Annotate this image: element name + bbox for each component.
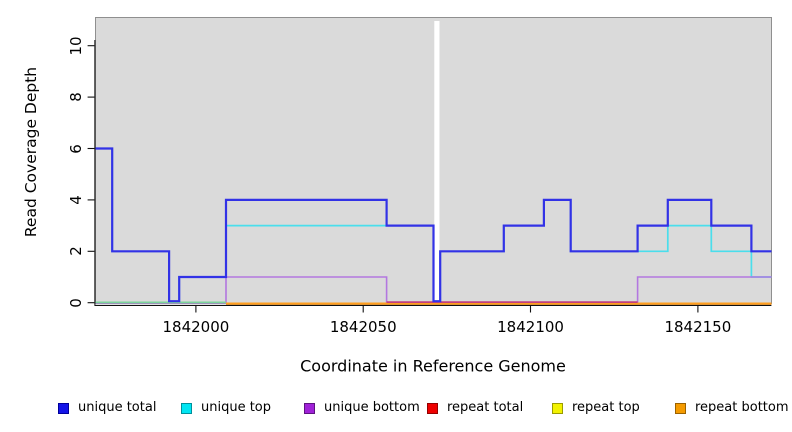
x-tick-label: 1842050 [329, 318, 397, 336]
y-tick-label: 4 [67, 195, 85, 205]
y-axis-title: Read Coverage Depth [22, 66, 40, 238]
y-tick-label: 8 [67, 92, 85, 102]
series-unique-bottom [95, 276, 772, 304]
x-tick-label: 1842100 [497, 318, 564, 336]
series-unique-total [95, 147, 772, 303]
x-tick-label: 1842150 [664, 318, 732, 336]
y-tick-label: 10 [67, 36, 85, 56]
x-axis-title: Coordinate in Reference Genome [300, 356, 566, 376]
y-tick-label: 6 [67, 143, 85, 154]
y-tick-label: 2 [67, 246, 85, 257]
x-tick-label: 1842000 [162, 318, 230, 336]
y-tick-label: 0 [67, 297, 85, 308]
